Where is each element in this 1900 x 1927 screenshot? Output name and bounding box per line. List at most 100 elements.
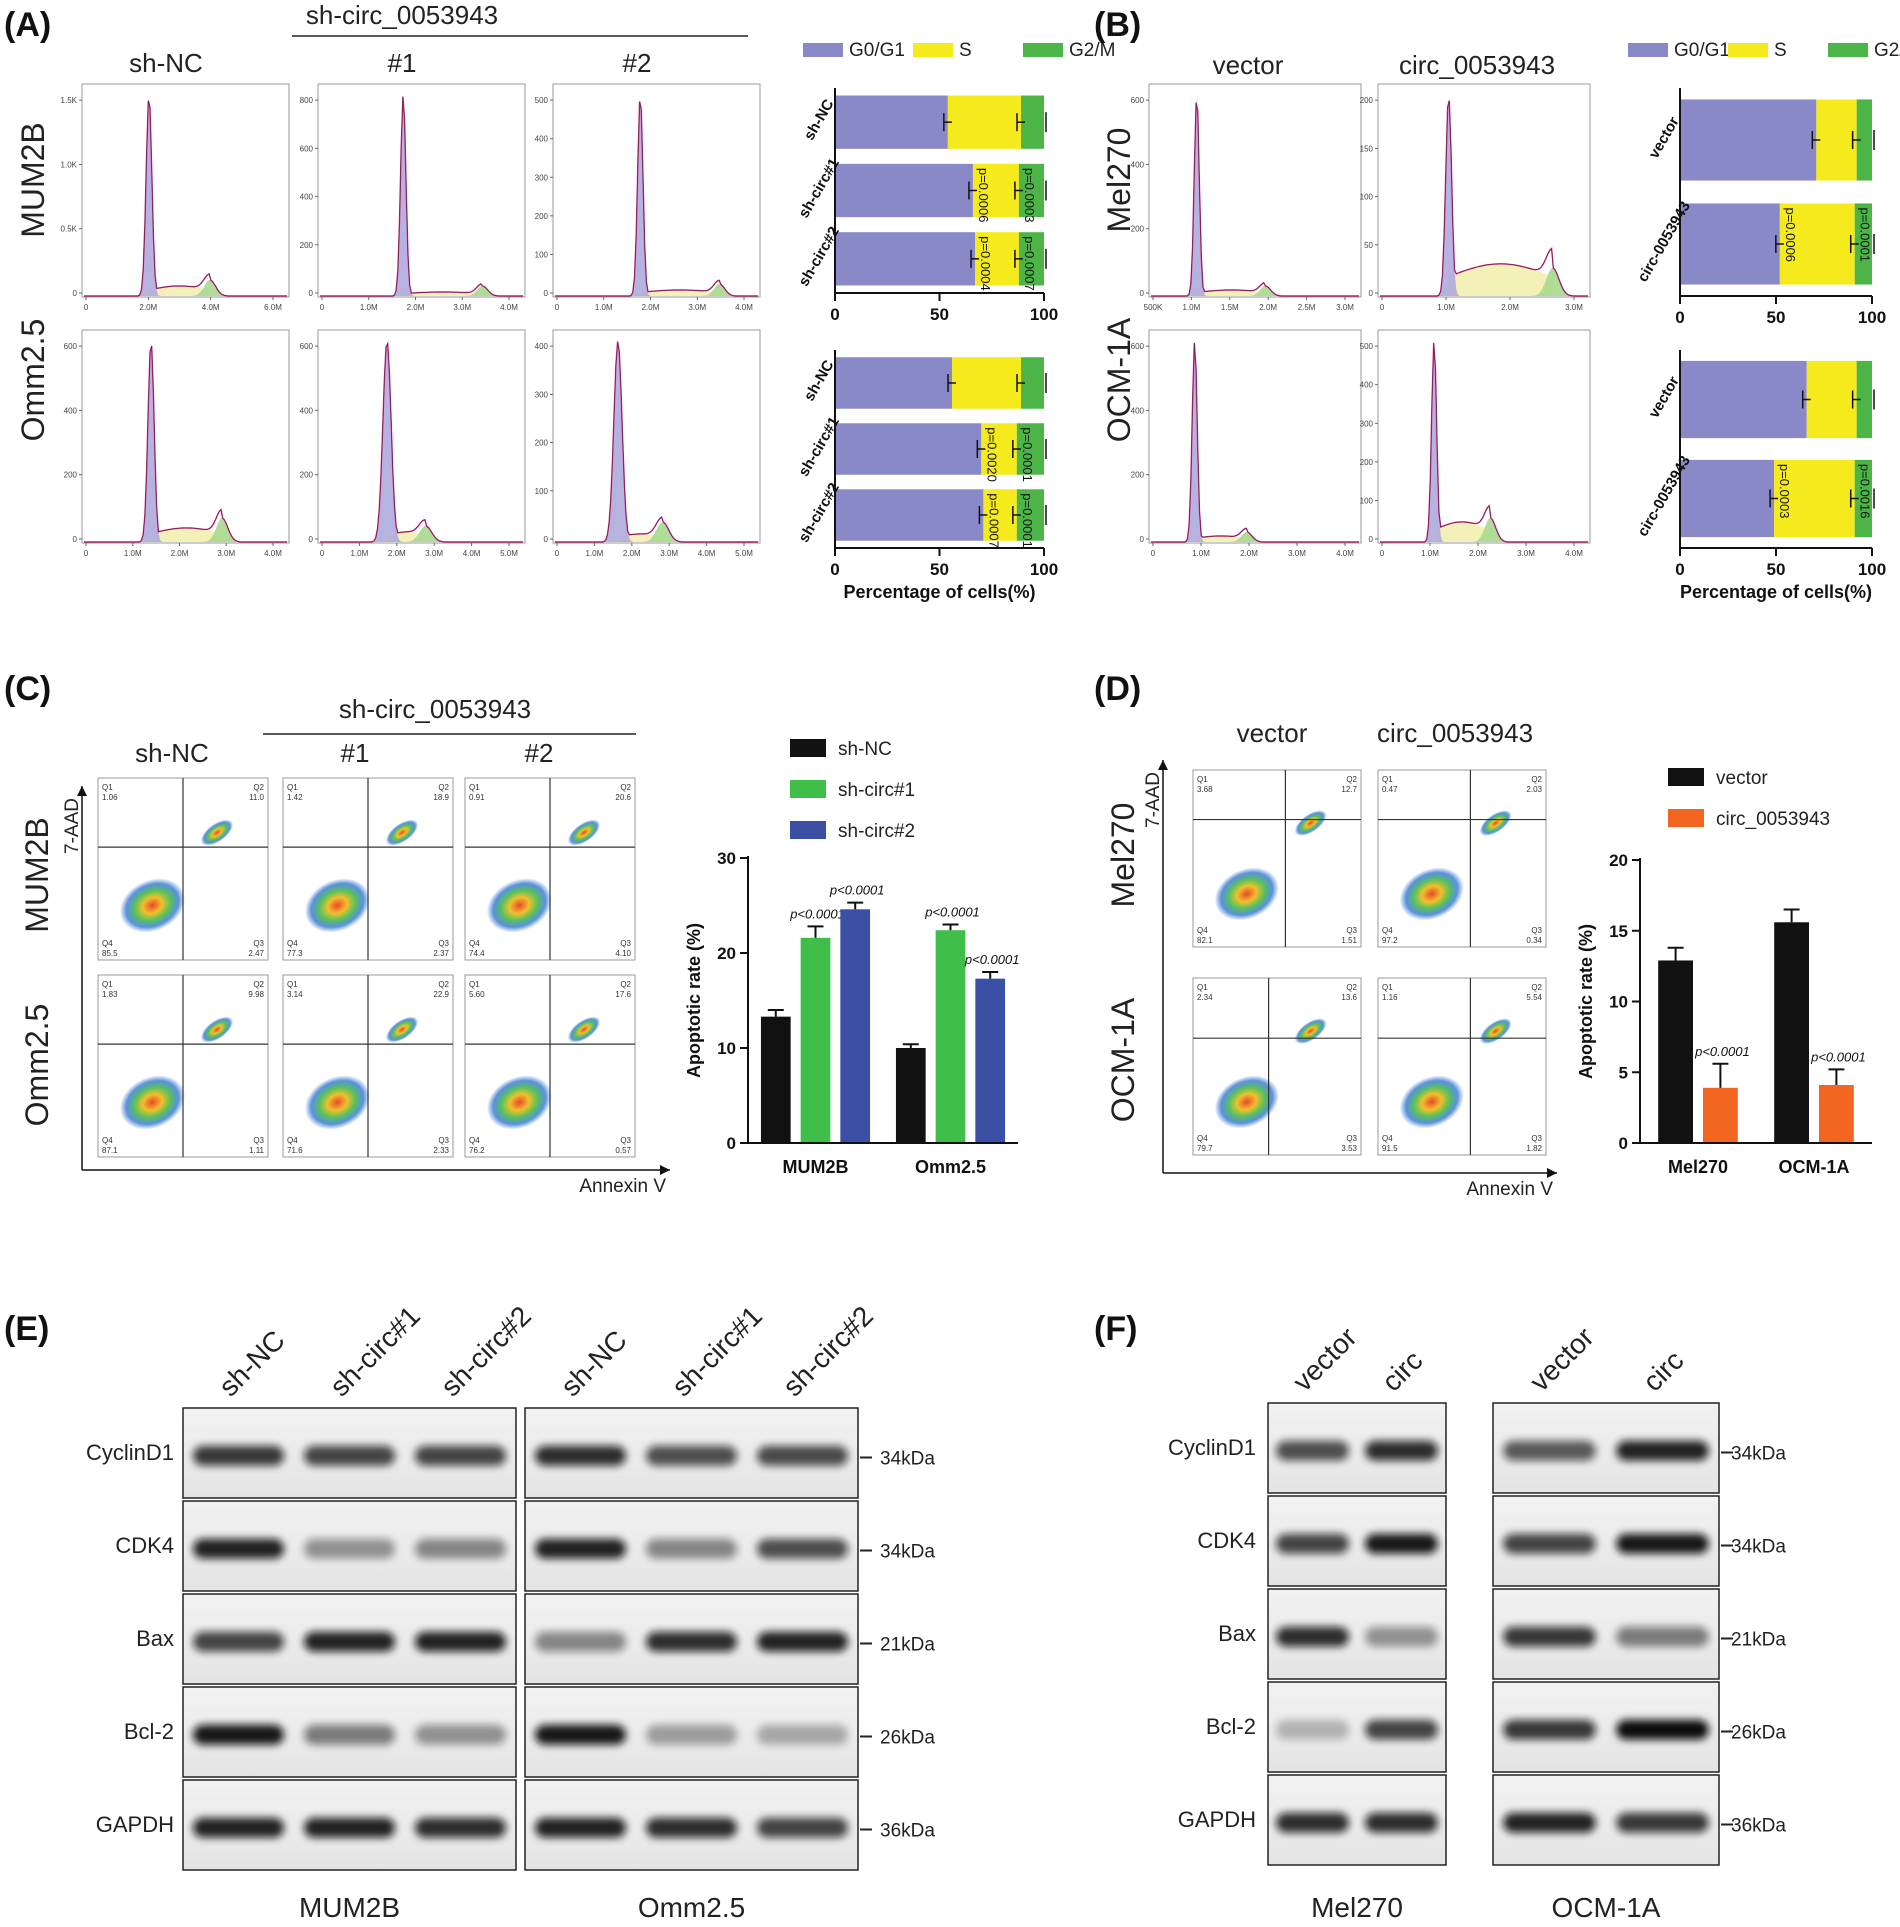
flow-plot-c-5-q1-label: Q1 <box>469 980 480 989</box>
histogram-a-2-xtick-label: 0 <box>555 303 560 312</box>
chart-b-top-xtick-label: 50 <box>1767 308 1786 327</box>
histogram-b-2-ytick-label: 400 <box>1131 406 1145 415</box>
flow-plot-c-1-q2-label: Q2 <box>438 783 449 792</box>
blot-f-kda-1: 34kDa <box>1731 1537 1786 1558</box>
histogram-a-4-xtick-label: 5.0M <box>500 549 518 558</box>
flow-plot-c-3-q2-label: Q2 <box>253 980 264 989</box>
flow-plot-c-1-cell-cloud <box>304 878 371 933</box>
flow-plot-d-0-q3-value: 1.51 <box>1341 936 1357 945</box>
blot-e-band-Bax-4 <box>645 1631 738 1652</box>
histogram-a-5-ytick-label: 400 <box>535 342 549 351</box>
flow-plot-c-1-q2-value: 18.9 <box>433 793 449 802</box>
histogram-b-0-xtick-label: 3.0M <box>1336 303 1354 312</box>
blot-e-lane-label-1: sh-circ#1 <box>324 1300 426 1402</box>
blot-e-band-CDK4-1 <box>303 1538 396 1559</box>
blot-e-band-CDK4-5 <box>756 1538 849 1559</box>
histogram-a-0-ytick-label: 0.5K <box>61 225 78 234</box>
histogram-a-4-xtick-label: 2.0M <box>388 549 406 558</box>
histogram-b-2-frame <box>1148 329 1362 544</box>
histogram-b-1-s-phase <box>1380 263 1588 296</box>
blot-f-band-CDK4-0 <box>1276 1533 1349 1554</box>
chart-a-top-bar-G2/M-1 <box>1018 163 1044 218</box>
chart-b-bottom-bar-G0/G1-1 <box>1680 459 1775 538</box>
histogram-b-2-g0g1-peak <box>1151 342 1359 542</box>
flow-plot-c-3-q3-label: Q3 <box>253 1136 264 1145</box>
flow-plot-d-3-q1-value: 1.16 <box>1382 993 1398 1002</box>
flow-d-axes-y-label: 7-AAD <box>1143 772 1164 828</box>
histogram-a-5-ytick-label: 200 <box>535 439 549 448</box>
histogram-a-5-g2m-peak <box>555 522 758 542</box>
panel-label-f: (F) <box>1094 1310 1137 1348</box>
chart-b-top-category-0: vector <box>1645 114 1682 162</box>
blot-e-band-Bcl-2-5 <box>756 1724 849 1745</box>
blot-f-band-Bax-2 <box>1503 1626 1596 1647</box>
blot-f-band-CyclinD1-2 <box>1503 1440 1596 1461</box>
flow-plot-c-4-q2-value: 22.9 <box>433 990 449 999</box>
blot-e-band-CyclinD1-5 <box>756 1445 849 1466</box>
panel-a-col-2: #2 <box>623 48 652 78</box>
legend-swatch-G2/M <box>1023 43 1063 57</box>
histogram-a-1-ytick-label: 200 <box>300 241 314 250</box>
panel-b-stacked-bars: G0/G1SG2/Mvectorcirc-0053943p=0.0006p=0.… <box>1628 40 1900 602</box>
blot-e-band-GAPDH-4 <box>645 1817 738 1838</box>
chart-a-top-bar-G2/M-2 <box>1018 232 1044 286</box>
histogram-a-5-ytick-label: 0 <box>544 535 549 544</box>
histogram-a-0-s-phase <box>84 286 287 296</box>
flow-plot-c-5-q3-label: Q3 <box>620 1136 631 1145</box>
histogram-a-5-data-line <box>555 341 758 543</box>
blot-e-band-CyclinD1-2 <box>414 1445 507 1466</box>
chart-a-top-bar-G0/G1-0 <box>835 95 948 149</box>
blot-f-band-Bcl-2-0 <box>1276 1719 1349 1740</box>
flow-plot-c-3-q2-value: 9.98 <box>248 990 264 999</box>
blot-e-band-CyclinD1-4 <box>645 1445 738 1466</box>
histogram-a-1-xtick-label: 3.0M <box>453 303 471 312</box>
blot-e-band-Bcl-2-4 <box>645 1724 738 1745</box>
histogram-b-3-ytick-label: 0 <box>1369 535 1374 544</box>
blot-e-band-Bax-3 <box>534 1631 627 1652</box>
flow-plot-c-0-q2-label: Q2 <box>253 783 264 792</box>
blot-e-band-GAPDH-5 <box>756 1817 849 1838</box>
flow-plot-c-0-late-apoptotic-cloud <box>200 819 234 846</box>
histogram-a-4-ytick-label: 0 <box>309 535 314 544</box>
flow-plot-d-0-q2-label: Q2 <box>1346 775 1357 784</box>
blot-f-band-Bcl-2-2 <box>1503 1719 1596 1740</box>
blot-f-protein-1: CDK4 <box>1197 1528 1256 1553</box>
flow-plot-c-4-cell-cloud <box>304 1075 371 1130</box>
histogram-a-2-ytick-label: 300 <box>535 173 549 182</box>
histogram-a-4-ytick-label: 200 <box>300 471 314 480</box>
chart-d-legend-label-1: circ_0053943 <box>1716 809 1830 830</box>
flow-plot-d-0-frame <box>1192 769 1362 948</box>
blot-e-protein-0: CyclinD1 <box>86 1440 174 1465</box>
flow-plot-c-5-q1-value: 5.60 <box>469 990 485 999</box>
panel-c-col-2: #2 <box>525 738 554 768</box>
flow-plot-c-1-q1-label: Q1 <box>287 783 298 792</box>
chart-d-ytick-label: 10 <box>1609 993 1628 1012</box>
chart-c-bar-MUM2B-1 <box>800 937 831 1143</box>
chart-b-bottom-pvalue-g2m-1: p=0.0016 <box>1858 464 1873 519</box>
chart-b-top-xtick-label: 100 <box>1858 308 1886 327</box>
histogram-a-0-xtick-label: 6.0M <box>264 303 282 312</box>
chart-c-bar-Omm2.5-1 <box>935 930 966 1143</box>
flow-plot-d-0-q1-label: Q1 <box>1197 775 1208 784</box>
blot-e-lane-label-3: sh-NC <box>555 1324 633 1402</box>
blot-e-band-CDK4-0 <box>192 1538 285 1559</box>
histogram-a-2-xtick-label: 2.0M <box>642 303 660 312</box>
chart-b-bottom-xtick-label: 100 <box>1858 560 1886 579</box>
chart-a-bottom-bar-S-2 <box>983 489 1017 541</box>
blot-e-band-GAPDH-2 <box>414 1817 507 1838</box>
histogram-a-5-xtick-label: 0 <box>555 549 560 558</box>
chart-c-pvalue-1-1: p<0.0001 <box>924 905 980 920</box>
flow-plot-d-0-q1-value: 3.68 <box>1197 785 1213 794</box>
histogram-a-5-xtick-label: 2.0M <box>623 549 641 558</box>
panel-b-row-0: Mel270 <box>1101 128 1137 233</box>
histogram-b-2-xtick-label: 4.0M <box>1336 549 1354 558</box>
histogram-b-0-frame <box>1148 83 1362 298</box>
histogram-a-5-frame <box>552 329 761 544</box>
histogram-a-5-xtick-label: 1.0M <box>586 549 604 558</box>
chart-b-bottom-category-0: vector <box>1645 373 1682 421</box>
histogram-a-4-g2m-peak <box>320 526 523 542</box>
panel-b-row-1: OCM-1A <box>1101 317 1137 442</box>
histogram-b-2-xtick-label: 3.0M <box>1288 549 1306 558</box>
chart-a-top-bar-G0/G1-1 <box>835 163 973 218</box>
histogram-a-2-s-phase <box>555 290 758 296</box>
